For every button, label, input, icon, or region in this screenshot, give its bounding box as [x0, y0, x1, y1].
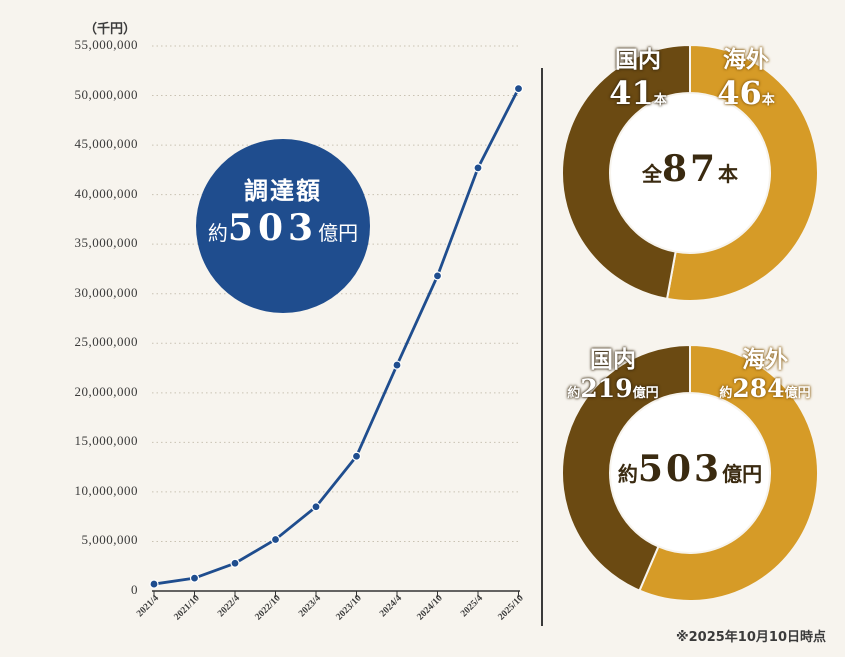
- bubble-title: 調達額: [244, 177, 322, 205]
- donut-count-overseas-value: 46: [717, 74, 762, 112]
- series-line: [153, 87, 520, 586]
- donut-amount-center-suffix: 億円: [722, 462, 763, 486]
- donut-count-domestic-unit: 本: [653, 93, 667, 108]
- donut-slice-overseas: [665, 43, 819, 302]
- bubble-value: 503: [227, 207, 319, 249]
- donut-count-overseas-label: 海外 46本: [706, 40, 786, 112]
- donut-count-overseas-unit: 本: [761, 93, 775, 108]
- y-tick-label: 0: [131, 582, 138, 597]
- y-tick-label: 50,000,000: [74, 86, 138, 102]
- donut-hole: [611, 394, 769, 552]
- donut-count-domestic-name: 国内: [615, 47, 661, 73]
- data-point: [230, 558, 240, 568]
- donut-count-domestic-label: 国内 41本: [598, 40, 678, 112]
- y-tick-label: 15,000,000: [74, 433, 138, 449]
- donut-amount: [561, 343, 819, 602]
- y-tick-label: 20,000,000: [74, 383, 138, 399]
- donut-amount-overseas-name: 海外: [742, 347, 788, 373]
- donut-slice-domestic: [561, 343, 691, 592]
- data-point: [432, 271, 443, 281]
- donut-amount-overseas-label: 海外 約284億円: [708, 340, 822, 403]
- donut-amount-overseas-unit: 億円: [784, 386, 811, 401]
- data-point: [149, 579, 159, 589]
- donut-count-center-suffix: 本: [718, 162, 739, 186]
- data-point: [270, 534, 281, 545]
- donut-slice-overseas: [638, 343, 819, 602]
- donut-count: [561, 43, 819, 302]
- donut-amount-overseas-value: 284: [732, 374, 785, 403]
- vertical-divider: [541, 68, 543, 626]
- donut-amount-domestic-name: 国内: [590, 347, 636, 373]
- donut-count-overseas-name: 海外: [723, 47, 769, 73]
- funding-total-bubble: 調達額 約503億円: [196, 139, 370, 313]
- donut-amount-domestic-label: 国内 約219億円: [556, 340, 670, 403]
- donut-amount-domestic-value: 219: [580, 374, 633, 403]
- donut-count-domestic-value: 41: [609, 74, 654, 112]
- donut-amount-center-prefix: 約: [617, 462, 638, 486]
- y-tick-label: 25,000,000: [74, 334, 138, 350]
- donut-amount-center-value: 503: [637, 448, 723, 490]
- donut-hole: [611, 94, 769, 252]
- y-tick-label: 5,000,000: [81, 532, 138, 548]
- y-tick-label: 35,000,000: [74, 235, 138, 251]
- data-point: [513, 84, 524, 94]
- donut-amount-center: 約503億円: [596, 448, 784, 490]
- data-point: [473, 163, 483, 173]
- data-point: [311, 502, 321, 512]
- y-tick-label: 10,000,000: [74, 482, 138, 498]
- donut-count-center-value: 87: [661, 148, 719, 190]
- donut-amount-overseas-prefix: 約: [719, 386, 733, 401]
- footnote: ※2025年10月10日時点: [675, 630, 826, 645]
- y-axis-unit: （千円）: [84, 22, 137, 37]
- bubble-prefix: 約: [207, 221, 228, 245]
- y-tick-label: 30,000,000: [74, 284, 138, 300]
- donut-amount-domestic-prefix: 約: [567, 386, 581, 401]
- data-point: [189, 573, 200, 583]
- donut-count-center: 全87本: [600, 148, 780, 190]
- donut-amount-domestic-unit: 億円: [632, 386, 659, 401]
- donut-count-center-prefix: 全: [641, 162, 662, 186]
- y-tick-label: 40,000,000: [74, 185, 138, 201]
- donut-slice-domestic: [561, 43, 691, 301]
- bubble-suffix: 億円: [318, 221, 359, 245]
- y-tick-label: 45,000,000: [74, 136, 138, 152]
- data-point: [351, 451, 362, 461]
- data-point: [392, 360, 402, 370]
- y-tick-label: 55,000,000: [74, 37, 138, 52]
